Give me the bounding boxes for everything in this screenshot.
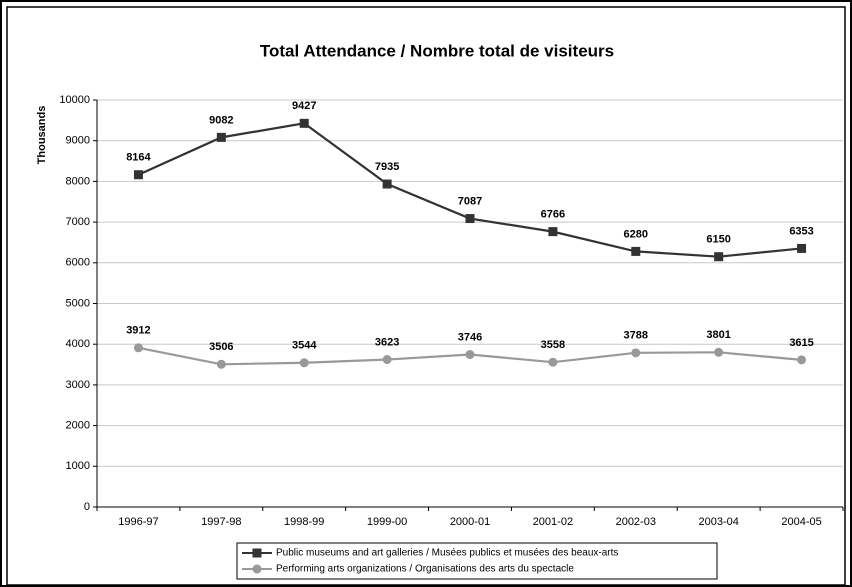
data-label: 3801 <box>706 329 730 341</box>
data-point <box>548 357 558 367</box>
series-line <box>137 122 802 258</box>
data-point <box>548 227 558 237</box>
data-label: 8164 <box>126 152 151 164</box>
x-tick-label: 2000-01 <box>450 516 490 528</box>
y-tick-label: 9000 <box>66 135 90 147</box>
data-point <box>631 246 641 256</box>
y-tick-label: 2000 <box>66 420 90 432</box>
y-tick-label: 3000 <box>66 379 90 391</box>
y-tick-label: 5000 <box>66 297 90 309</box>
data-point <box>382 179 392 189</box>
y-tick-label: 1000 <box>66 460 90 472</box>
data-label: 9082 <box>209 114 233 126</box>
x-tick-label: 1996-97 <box>118 516 158 528</box>
data-label: 6280 <box>624 228 648 240</box>
data-point <box>797 243 807 253</box>
inner-frame <box>6 6 846 586</box>
data-point <box>797 355 807 365</box>
legend-marker <box>252 564 262 574</box>
data-label: 3506 <box>209 341 233 353</box>
data-label: 7087 <box>458 195 482 207</box>
data-label: 6353 <box>789 225 813 237</box>
data-label: 3912 <box>126 325 150 337</box>
data-label: 6150 <box>706 234 730 246</box>
data-point <box>299 118 309 128</box>
data-point <box>382 355 392 365</box>
y-tick-label: 8000 <box>66 175 90 187</box>
data-label: 3746 <box>458 331 482 343</box>
y-tick-label: 10000 <box>59 94 90 106</box>
y-tick-label: 0 <box>84 501 90 513</box>
x-tick-label: 2002-03 <box>616 516 656 528</box>
x-tick-label: 1997-98 <box>201 516 241 528</box>
data-label: 3788 <box>624 330 648 342</box>
x-tick-label: 2003-04 <box>698 516 738 528</box>
data-label: 7935 <box>375 161 399 173</box>
y-axis-label: Thousands <box>36 106 48 165</box>
data-label: 3615 <box>789 337 813 349</box>
legend-label: Performing arts organizations / Organisa… <box>276 564 574 575</box>
legend-box <box>236 542 718 580</box>
y-tick-label: 4000 <box>66 338 90 350</box>
x-tick-label: 1999-00 <box>367 516 407 528</box>
data-point <box>216 132 226 142</box>
chart-title: Total Attendance / Nombre total de visit… <box>260 41 614 60</box>
data-point <box>133 343 143 353</box>
data-label: 3544 <box>292 340 317 352</box>
data-point <box>465 350 475 360</box>
data-point <box>299 358 309 368</box>
data-label: 3558 <box>541 339 565 351</box>
data-label: 6766 <box>541 209 565 221</box>
data-point <box>133 170 143 180</box>
data-label: 9427 <box>292 100 316 112</box>
data-point <box>631 348 641 358</box>
legend-marker <box>252 548 262 558</box>
data-label: 3623 <box>375 336 399 348</box>
x-tick-label: 1998-99 <box>284 516 324 528</box>
legend-label: Public museums and art galleries / Musée… <box>276 548 618 559</box>
y-tick-label: 7000 <box>66 216 90 228</box>
data-point <box>714 252 724 262</box>
data-point <box>216 359 226 369</box>
data-point <box>714 347 724 357</box>
x-tick-label: 2001-02 <box>533 516 573 528</box>
y-tick-label: 6000 <box>66 257 90 269</box>
x-tick-label: 2004-05 <box>781 516 821 528</box>
data-point <box>465 214 475 224</box>
